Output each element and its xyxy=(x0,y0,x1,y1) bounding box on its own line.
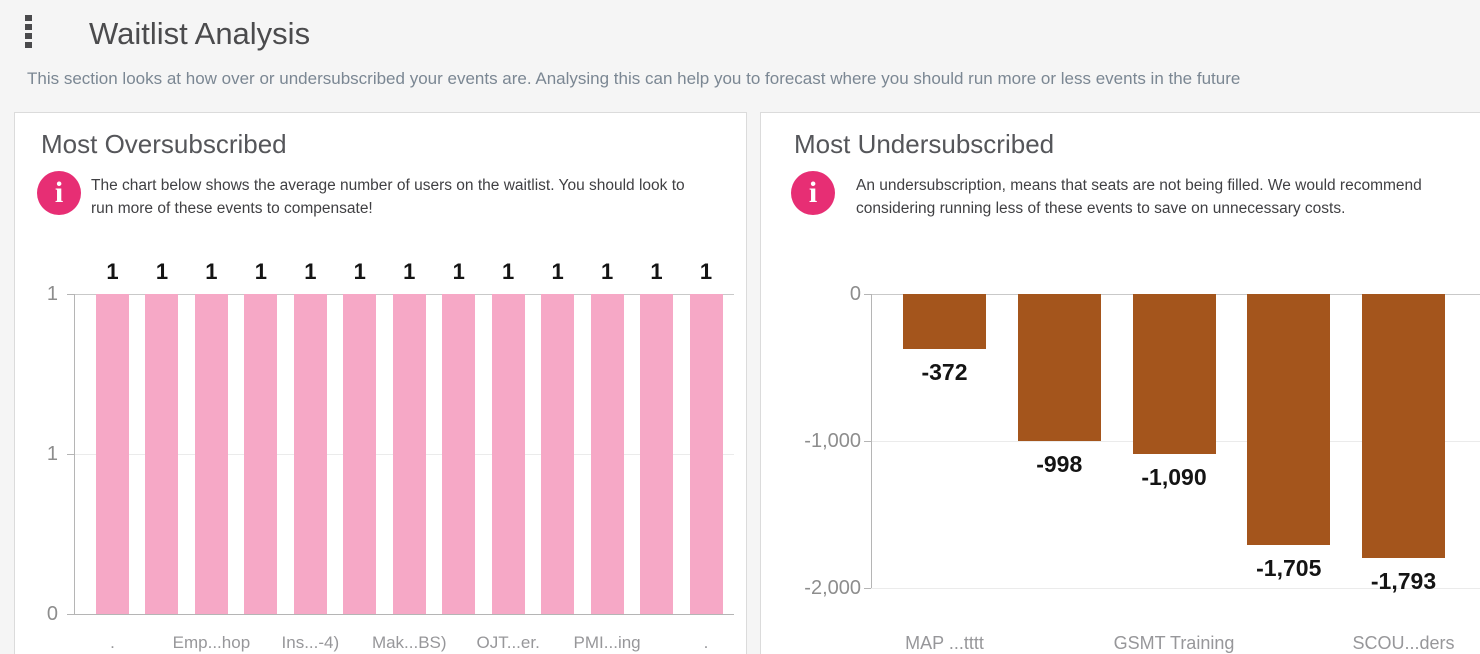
axis-tick xyxy=(67,614,74,615)
undersubscribed-panel: Most Undersubscribed i An undersubscript… xyxy=(760,112,1480,654)
bar-value-label: 1 xyxy=(205,259,218,284)
oversubscribed-panel: Most Oversubscribed i The chart below sh… xyxy=(14,112,747,654)
bar-value-label: 1 xyxy=(699,259,713,284)
bar[interactable] xyxy=(1362,294,1445,558)
x-axis-label: OJT...er. xyxy=(476,633,540,652)
x-axis-label: SCOU...ders xyxy=(1352,633,1455,653)
bar-value-label: 1 xyxy=(452,259,465,284)
undersubscribed-description: An undersubscription, means that seats a… xyxy=(856,177,1422,218)
bar[interactable] xyxy=(590,294,624,614)
bar[interactable] xyxy=(541,294,575,614)
bar-value-label: 1 xyxy=(106,259,119,284)
y-axis-label: 1 xyxy=(46,443,58,465)
x-axis-label: PMI...ing xyxy=(573,633,641,652)
x-axis-label: . xyxy=(703,633,709,652)
bar-value-label: -372 xyxy=(921,359,968,385)
bar[interactable] xyxy=(96,294,129,614)
y-axis-label: 0 xyxy=(849,283,861,305)
bar-value-label: 1 xyxy=(600,259,614,284)
x-axis-label: Ins...-4) xyxy=(281,633,340,652)
y-axis-line xyxy=(871,294,872,588)
bar[interactable] xyxy=(491,294,525,614)
bar[interactable] xyxy=(689,294,723,614)
info-icon-glyph: i xyxy=(808,176,818,209)
undersubscribed-panel-title: Most Undersubscribed xyxy=(794,129,1055,159)
bar[interactable] xyxy=(1132,294,1216,454)
y-axis-label: -2,000 xyxy=(804,577,861,599)
undersubscribed-chart: 0 -1,000 -2,000 -372 -998 -1,090 -1,705 -1,793 M… xyxy=(761,113,1480,654)
x-axis-label: Mak...BS) xyxy=(371,633,447,652)
info-icon: i xyxy=(37,171,81,215)
oversubscribed-chart: 1 1 0 1 1 1 1 1 1 1 1 1 1 1 1 1. Emp...hop Ins...-4) Mak..… xyxy=(15,113,746,654)
list-icon xyxy=(25,15,62,48)
bar-value-label: 1 xyxy=(650,259,663,284)
bar[interactable] xyxy=(244,294,278,614)
bar[interactable] xyxy=(145,294,179,614)
bar[interactable] xyxy=(442,294,476,614)
page-title: Waitlist Analysis xyxy=(89,16,311,51)
oversubscribed-panel-title: Most Oversubscribed xyxy=(41,129,287,159)
oversubscribed-description: The chart below shows the average number… xyxy=(91,177,685,218)
gridline xyxy=(871,588,1480,589)
y-axis-label: 0 xyxy=(46,603,58,625)
bar-value-label: 1 xyxy=(353,259,366,284)
bar[interactable] xyxy=(194,294,228,614)
bar-value-label: 1 xyxy=(551,259,564,284)
bar[interactable] xyxy=(343,294,377,614)
axis-tick xyxy=(67,454,74,455)
bar-value-label: -1,090 xyxy=(1141,464,1207,490)
info-icon: i xyxy=(791,171,835,215)
gridline xyxy=(74,614,734,615)
bar[interactable] xyxy=(392,294,426,614)
axis-tick xyxy=(864,441,871,442)
x-axis-label: GSMT Training xyxy=(1113,633,1235,653)
x-axis-label: . xyxy=(110,633,115,652)
axis-tick xyxy=(864,294,871,295)
bar-value-label: -998 xyxy=(1036,451,1083,477)
y-axis-line xyxy=(74,294,75,614)
bar-value-label: -1,793 xyxy=(1370,568,1437,594)
bar-value-label: 1 xyxy=(403,259,416,284)
page-subtitle: This section looks at how over or unders… xyxy=(27,69,1241,88)
bar-value-label: 1 xyxy=(304,259,317,284)
bar-value-label: 1 xyxy=(502,259,515,284)
bar[interactable] xyxy=(1247,294,1331,545)
x-axis-label: Emp...hop xyxy=(172,633,251,652)
axis-tick xyxy=(864,588,871,589)
bar-value-label: 1 xyxy=(254,259,267,284)
bar-value-label: -1,705 xyxy=(1256,555,1322,581)
axis-tick xyxy=(67,294,74,295)
bar[interactable] xyxy=(640,294,674,614)
y-axis-label: 1 xyxy=(46,283,58,305)
info-icon-glyph: i xyxy=(54,176,64,209)
bar[interactable] xyxy=(293,294,327,614)
bar[interactable] xyxy=(1017,294,1101,441)
bar-value-label: 1 xyxy=(155,259,169,284)
bar[interactable] xyxy=(903,294,986,349)
y-axis-label: -1,000 xyxy=(804,430,861,452)
x-axis-label: MAP ...tttt xyxy=(905,633,984,653)
